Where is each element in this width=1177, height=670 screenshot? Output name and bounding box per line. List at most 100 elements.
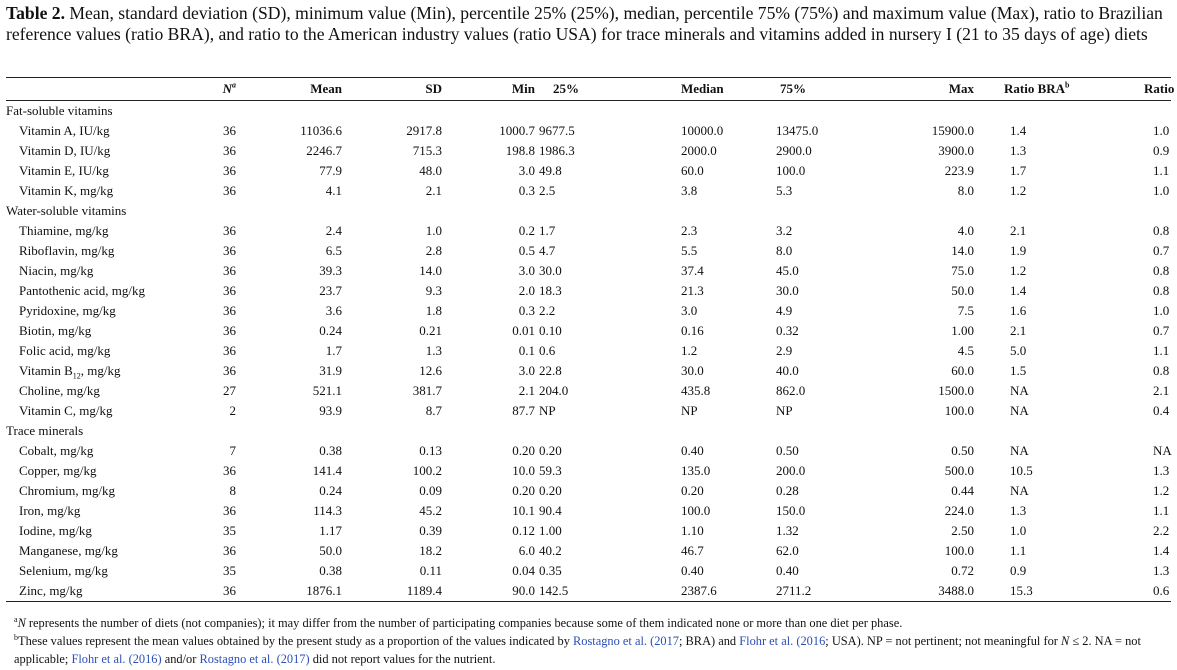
cell-min: 0.1 xyxy=(518,343,535,358)
cell-p25: 40.2 xyxy=(539,543,562,558)
cell-max: 1500.0 xyxy=(938,383,974,398)
cell-n: 36 xyxy=(223,183,236,198)
cell-nutrient: Vitamin D, IU/kg xyxy=(19,143,111,158)
cell-p25: 90.4 xyxy=(539,503,562,518)
cell-nutrient: Biotin, mg/kg xyxy=(19,323,92,338)
table-row: Niacin, mg/kg 36 39.3 14.0 3.0 30.0 37.4 45.0 75… xyxy=(6,261,1171,281)
cell-mean: 23.7 xyxy=(319,283,342,298)
cell-p25: NP xyxy=(539,403,556,418)
header-max: Max xyxy=(869,77,974,101)
header-min: Min xyxy=(442,77,535,101)
cell-max: 3900.0 xyxy=(938,143,974,158)
cell-p25: 30.0 xyxy=(539,263,562,278)
cell-median: 30.0 xyxy=(681,363,704,378)
caption-text: Mean, standard deviation (SD), minimum v… xyxy=(6,3,1163,44)
cell-mean: 77.9 xyxy=(319,163,342,178)
table-row: Vitamin B12, mg/kg 36 31.9 12.6 3.0 22.8 30.0 4… xyxy=(6,361,1171,381)
cell-max: 4.0 xyxy=(957,223,974,238)
cell-sd: 1.0 xyxy=(425,223,442,238)
cell-sd: 2.8 xyxy=(425,243,442,258)
cell-n: 2 xyxy=(229,403,237,418)
cell-ratio-bra: NA xyxy=(1010,483,1029,498)
cell-min: 2.1 xyxy=(518,383,535,398)
cell-ratio-bra: 1.7 xyxy=(1010,163,1027,178)
cell-ratio-bra: 2.1 xyxy=(1010,323,1027,338)
cell-n: 36 xyxy=(223,323,236,338)
cell-nutrient: Copper, mg/kg xyxy=(19,463,97,478)
cell-median: 3.8 xyxy=(681,183,698,198)
cell-p75: 40.0 xyxy=(776,363,799,378)
cell-nutrient: Iron, mg/kg xyxy=(19,503,81,518)
citation-link-flohr-2[interactable]: Flohr et al. (2016) xyxy=(71,652,162,666)
cell-p75: 8.0 xyxy=(776,243,793,258)
table-row: Iodine, mg/kg 35 1.17 0.39 0.12 1.00 1.10 1.32 2… xyxy=(6,521,1171,541)
cell-p75: 4.9 xyxy=(776,303,793,318)
cell-sd: 0.39 xyxy=(419,523,442,538)
table-row: Riboflavin, mg/kg 36 6.5 2.8 0.5 4.7 5.5 8.0 14.… xyxy=(6,241,1171,261)
cell-mean: 2246.7 xyxy=(306,143,342,158)
cell-min: 0.01 xyxy=(512,323,535,338)
cell-ratio-usa: 0.6 xyxy=(1122,581,1171,602)
cell-nutrient: Niacin, mg/kg xyxy=(19,263,94,278)
cell-sd: 715.3 xyxy=(412,143,442,158)
table-body: Fat-soluble vitamins Vitamin A, IU/kg 36 11… xyxy=(6,101,1172,602)
cell-n: 36 xyxy=(223,363,236,378)
cell-mean: 6.5 xyxy=(325,243,342,258)
cell-ratio-bra: 10.5 xyxy=(1010,463,1033,478)
cell-ratio-bra: 1.5 xyxy=(1010,363,1027,378)
header-mean: Mean xyxy=(236,77,342,101)
cell-min: 0.20 xyxy=(512,483,535,498)
cell-max: 1.00 xyxy=(951,323,974,338)
cell-n: 35 xyxy=(223,563,236,578)
cell-sd: 8.7 xyxy=(425,403,442,418)
cell-p75: 0.32 xyxy=(776,323,799,338)
cell-ratio-usa: 0.8 xyxy=(1153,223,1170,238)
cell-min: 10.1 xyxy=(512,503,535,518)
cell-ratio-usa: 1.1 xyxy=(1153,503,1170,518)
cell-p25: 2.2 xyxy=(539,303,556,318)
cell-sd: 1.8 xyxy=(425,303,442,318)
cell-sd: 9.3 xyxy=(425,283,442,298)
cell-max: 75.0 xyxy=(951,263,974,278)
header-ratio-usa: Ratio USAb xyxy=(1122,77,1177,101)
cell-sd: 48.0 xyxy=(419,163,442,178)
header-row: Na Mean SD Min 25% Median 75% Max Ratio … xyxy=(6,77,1177,101)
cell-min: 0.2 xyxy=(518,223,535,238)
cell-p75: 2900.0 xyxy=(776,143,812,158)
cell-ratio-usa: NA xyxy=(1153,443,1172,458)
cell-median: 435.8 xyxy=(681,383,711,398)
citation-link-rostagno-2[interactable]: Rostagno et al. (2017) xyxy=(199,652,310,666)
citation-link-flohr[interactable]: Flohr et al. (2016 xyxy=(739,634,826,648)
cell-min: 198.8 xyxy=(505,143,535,158)
cell-p25: 1.00 xyxy=(539,523,562,538)
cell-nutrient: Vitamin A, IU/kg xyxy=(19,123,110,138)
header-n: Na xyxy=(196,77,236,101)
cell-mean: 0.24 xyxy=(319,323,342,338)
cell-n: 27 xyxy=(223,383,236,398)
cell-max: 0.72 xyxy=(951,563,974,578)
cell-mean: 141.4 xyxy=(312,463,342,478)
cell-ratio-usa: 0.9 xyxy=(1153,143,1170,158)
cell-mean: 1.7 xyxy=(325,343,342,358)
table-row: Chromium, mg/kg 8 0.24 0.09 0.20 0.20 0.20 0.28… xyxy=(6,481,1171,501)
cell-ratio-bra: 1.3 xyxy=(1010,503,1027,518)
cell-min: 0.20 xyxy=(512,443,535,458)
cell-p25: 0.6 xyxy=(539,343,556,358)
cell-median: 2387.6 xyxy=(681,581,776,602)
cell-median: 10000.0 xyxy=(681,123,724,138)
table-row: Copper, mg/kg 36 141.4 100.2 10.0 59.3 135.0 20… xyxy=(6,461,1171,481)
cell-ratio-usa: 0.8 xyxy=(1153,283,1170,298)
cell-max: 223.9 xyxy=(944,163,974,178)
citation-link-rostagno[interactable]: Rostagno et al. (2017 xyxy=(573,634,679,648)
cell-p75: 13475.0 xyxy=(776,123,819,138)
cell-sd: 2.1 xyxy=(425,183,442,198)
cell-p25: 22.8 xyxy=(539,363,562,378)
cell-median: 2.3 xyxy=(681,223,698,238)
cell-median: 0.40 xyxy=(681,563,704,578)
cell-min: 90.0 xyxy=(442,581,535,602)
table-row: Vitamin K, mg/kg 36 4.1 2.1 0.3 2.5 3.8 5.3 8.0 1… xyxy=(6,181,1171,201)
cell-nutrient: Zinc, mg/kg xyxy=(6,581,196,602)
table-row: Pantothenic acid, mg/kg 36 23.7 9.3 2.0 18.3 2… xyxy=(6,281,1171,301)
cell-sd: 18.2 xyxy=(419,543,442,558)
table-row: Folic acid, mg/kg 36 1.7 1.3 0.1 0.6 1.2 2.9 4.5… xyxy=(6,341,1171,361)
